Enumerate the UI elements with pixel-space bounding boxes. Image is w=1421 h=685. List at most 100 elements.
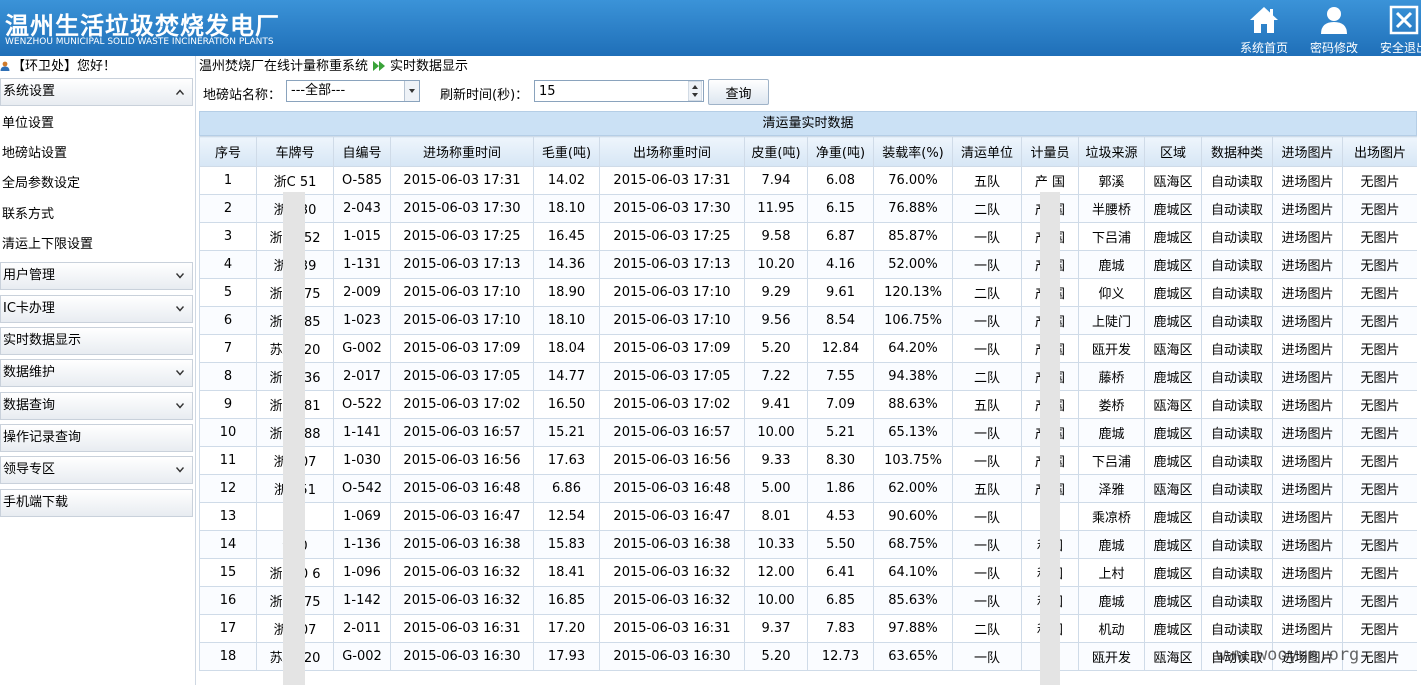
table-cell: 2015-06-03 16:32 xyxy=(599,586,745,615)
table-cell: 12.73 xyxy=(807,642,874,671)
table-row: 5 浙C 075 2-009 2015-06-03 17:10 18.90 2015-06… xyxy=(199,278,1417,307)
entry-image-link[interactable]: 进场图片 xyxy=(1272,474,1343,503)
table-cell: 10.33 xyxy=(744,530,808,559)
table-cell: 6.85 xyxy=(807,586,874,615)
table-cell: 1-142 xyxy=(333,586,391,615)
table-cell: 2015-06-03 16:32 xyxy=(390,558,534,587)
table-cell: 18.10 xyxy=(533,194,600,223)
table-cell: 五队 xyxy=(952,390,1022,419)
table-cell: 自动读取 xyxy=(1201,362,1273,391)
logout-button[interactable]: 安全退出 xyxy=(1368,2,1421,56)
sidebar-group-data-maintenance[interactable]: 数据维护 xyxy=(0,359,193,387)
table-cell: 鹿城区 xyxy=(1144,502,1202,531)
entry-image-link[interactable]: 进场图片 xyxy=(1272,306,1343,335)
sidebar-item-unit-settings[interactable]: 单位设置 xyxy=(2,116,55,131)
table-cell: 自动读取 xyxy=(1201,166,1273,195)
table-cell: 9 xyxy=(199,390,257,419)
entry-image-link[interactable]: 进场图片 xyxy=(1272,530,1343,559)
entry-image-link[interactable]: 进场图片 xyxy=(1272,278,1343,307)
column-header: 清运单位 xyxy=(952,136,1022,167)
sidebar-item-limit-settings[interactable]: 清运上下限设置 xyxy=(2,237,94,252)
column-header: 区域 xyxy=(1144,136,1202,167)
table-cell: 鹿城区 xyxy=(1144,558,1202,587)
entry-image-link[interactable]: 进场图片 xyxy=(1272,418,1343,447)
table-cell: 自动读取 xyxy=(1201,558,1273,587)
table-cell: 鹿城区 xyxy=(1144,250,1202,279)
data-table: 序号 车牌号 自编号 进场称重时间 毛重(吨) 出场称重时间 皮重(吨) 净重(吨) 装载率(%… xyxy=(199,136,1417,671)
table-cell: 5.21 xyxy=(807,418,874,447)
entry-image-link[interactable]: 进场图片 xyxy=(1272,446,1343,475)
entry-image-link[interactable]: 进场图片 xyxy=(1272,166,1343,195)
table-cell: 五队 xyxy=(952,166,1022,195)
sidebar-group-ic-card[interactable]: IC卡办理 xyxy=(0,295,193,323)
table-cell: 一队 xyxy=(952,530,1022,559)
table-cell: 一队 xyxy=(952,418,1022,447)
table-cell: 一队 xyxy=(952,334,1022,363)
sidebar-group-label: 数据查询 xyxy=(3,398,56,413)
table-cell: 9.41 xyxy=(744,390,808,419)
entry-image-link[interactable]: 进场图片 xyxy=(1272,614,1343,643)
table-cell: 自动读取 xyxy=(1201,250,1273,279)
table-cell: 鹿城区 xyxy=(1144,222,1202,251)
table-cell: 18 xyxy=(199,642,257,671)
station-select[interactable]: ---全部--- xyxy=(286,80,420,102)
table-cell: 62.00% xyxy=(873,474,953,503)
entry-image-link[interactable]: 进场图片 xyxy=(1272,586,1343,615)
table-cell: 16.45 xyxy=(533,222,600,251)
table-cell: 4.53 xyxy=(807,502,874,531)
entry-image-link[interactable]: 进场图片 xyxy=(1272,334,1343,363)
dropdown-button[interactable] xyxy=(404,81,419,101)
entry-image-link[interactable]: 进场图片 xyxy=(1272,362,1343,391)
sidebar-group-leader-area[interactable]: 领导专区 xyxy=(0,456,193,484)
sidebar-item-contact[interactable]: 联系方式 xyxy=(2,207,55,222)
table-cell: 无图片 xyxy=(1342,250,1417,279)
spinner-arrows-icon[interactable] xyxy=(688,81,702,101)
column-header: 计量员 xyxy=(1021,136,1079,167)
table-cell: 8.30 xyxy=(807,446,874,475)
entry-image-link[interactable]: 进场图片 xyxy=(1272,222,1343,251)
table-cell: 自动读取 xyxy=(1201,530,1273,559)
table-cell: 无图片 xyxy=(1342,194,1417,223)
sidebar-item-station-settings[interactable]: 地磅站设置 xyxy=(2,146,68,161)
entry-image-link[interactable]: 进场图片 xyxy=(1272,250,1343,279)
table-cell: 2015-06-03 17:13 xyxy=(390,250,534,279)
table-cell: 1-131 xyxy=(333,250,391,279)
table-cell: 16.85 xyxy=(533,586,600,615)
sidebar-group-system-settings[interactable]: 系统设置 xyxy=(0,78,193,106)
table-cell: 15.21 xyxy=(533,418,600,447)
table-cell: 2015-06-03 16:48 xyxy=(390,474,534,503)
sidebar-group-operation-log[interactable]: 操作记录查询 xyxy=(0,424,193,452)
sidebar-group-user-management[interactable]: 用户管理 xyxy=(0,262,193,290)
entry-image-link[interactable]: 进场图片 xyxy=(1272,502,1343,531)
table-cell: 10.20 xyxy=(744,250,808,279)
table-cell: 自动读取 xyxy=(1201,334,1273,363)
refresh-interval-input[interactable] xyxy=(534,80,704,102)
query-button[interactable]: 查询 xyxy=(708,79,769,105)
table-cell: 鹿城区 xyxy=(1144,418,1202,447)
chevron-down-icon xyxy=(409,89,415,93)
table-cell: 鹿城区 xyxy=(1144,446,1202,475)
table-cell: 娄桥 xyxy=(1078,390,1145,419)
chevron-up-icon xyxy=(176,89,184,95)
sidebar-item-global-params[interactable]: 全局参数设定 xyxy=(2,176,81,191)
entry-image-link[interactable]: 进场图片 xyxy=(1272,642,1343,671)
sidebar-group-mobile-download[interactable]: 手机端下载 xyxy=(0,489,193,517)
table-cell: 一队 xyxy=(952,306,1022,335)
sidebar-group-realtime-data[interactable]: 实时数据显示 xyxy=(0,327,193,355)
sidebar-group-data-query[interactable]: 数据查询 xyxy=(0,392,193,420)
change-password-button[interactable]: 密码修改 xyxy=(1298,2,1370,56)
entry-image-link[interactable]: 进场图片 xyxy=(1272,390,1343,419)
entry-image-link[interactable]: 进场图片 xyxy=(1272,194,1343,223)
table-cell: 7.83 xyxy=(807,614,874,643)
table-cell: 10 xyxy=(199,418,257,447)
table-cell: 2015-06-03 16:31 xyxy=(599,614,745,643)
privacy-mask-operator xyxy=(1040,192,1060,685)
sidebar-group-label: 实时数据显示 xyxy=(3,333,82,348)
entry-image-link[interactable]: 进场图片 xyxy=(1272,558,1343,587)
station-select-value: ---全部--- xyxy=(291,83,346,98)
home-nav-button[interactable]: 系统首页 xyxy=(1228,2,1300,56)
table-cell: 52.00% xyxy=(873,250,953,279)
table-cell: 鹿城区 xyxy=(1144,306,1202,335)
